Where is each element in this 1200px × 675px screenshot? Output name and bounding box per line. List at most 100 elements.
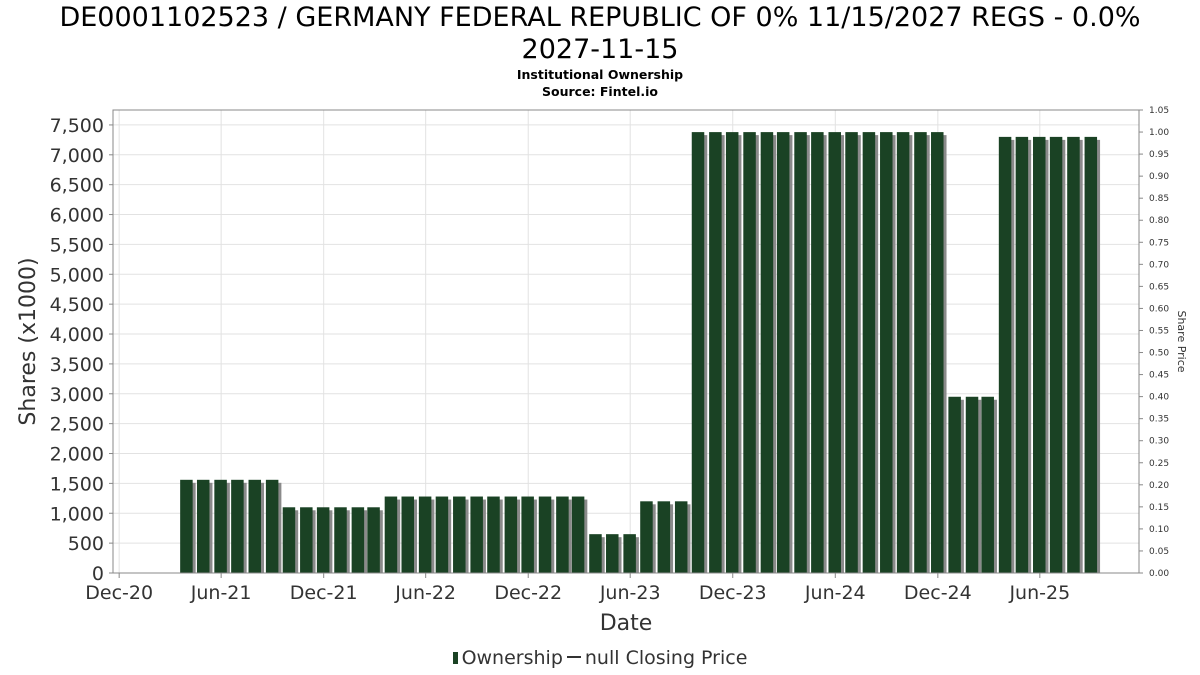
bar bbox=[265, 479, 279, 573]
y-tick-label: 4,500 bbox=[50, 294, 104, 316]
x-tick-label: Dec-20 bbox=[85, 582, 153, 604]
bar bbox=[231, 479, 244, 573]
y-axis-label: Shares (x1000) bbox=[16, 257, 41, 425]
y-tick-label: 0 bbox=[92, 563, 104, 585]
y-tick-label: 2,500 bbox=[50, 414, 104, 436]
bar bbox=[743, 132, 756, 573]
bar bbox=[896, 132, 910, 573]
bar bbox=[1084, 136, 1098, 574]
y2-tick-label: 1.05 bbox=[1149, 106, 1169, 116]
y2-axis-label: Share Price bbox=[1175, 310, 1188, 372]
y2-tick-label: 0.90 bbox=[1149, 172, 1169, 182]
y2-tick-label: 0.40 bbox=[1149, 393, 1169, 403]
bar bbox=[384, 496, 398, 573]
x-tick-label: Dec-21 bbox=[290, 582, 358, 604]
bar bbox=[538, 496, 552, 573]
bar bbox=[521, 496, 534, 573]
bar bbox=[657, 501, 671, 573]
y2-tick-label: 0.70 bbox=[1149, 260, 1169, 270]
bar bbox=[965, 396, 979, 573]
legend-ownership-label: Ownership bbox=[461, 647, 563, 669]
bar bbox=[623, 534, 636, 573]
chart-source: Source: Fintel.io bbox=[542, 84, 658, 99]
bar bbox=[1067, 136, 1080, 574]
bar bbox=[1033, 136, 1046, 574]
x-tick-label: Dec-22 bbox=[494, 582, 562, 604]
bar bbox=[811, 132, 824, 573]
bar bbox=[214, 479, 227, 573]
bar bbox=[691, 132, 705, 573]
bar bbox=[487, 496, 500, 573]
y2-tick-label: 0.60 bbox=[1149, 304, 1169, 314]
bar bbox=[282, 507, 296, 573]
x-tick-label: Jun-23 bbox=[599, 582, 661, 604]
bar bbox=[556, 496, 569, 573]
chart-legend: Ownership null Closing Price bbox=[0, 647, 1200, 669]
bar bbox=[606, 534, 619, 573]
bar bbox=[470, 496, 483, 573]
bar bbox=[674, 501, 688, 573]
bar bbox=[760, 132, 774, 573]
bar bbox=[828, 132, 841, 573]
y-tick-label: 5,000 bbox=[50, 264, 104, 286]
chart-subtitle: Institutional Ownership bbox=[516, 67, 684, 82]
y-tick-label: 4,000 bbox=[50, 324, 104, 346]
y-tick-label: 1,500 bbox=[50, 473, 104, 495]
bar bbox=[725, 132, 739, 573]
y-tick-label: 6,500 bbox=[50, 175, 104, 197]
bar bbox=[709, 132, 722, 573]
bar bbox=[180, 479, 193, 573]
bar bbox=[196, 479, 210, 573]
chart-title-line2: 2027-11-15 bbox=[521, 34, 679, 65]
y-tick-label: 3,000 bbox=[50, 384, 104, 406]
bar bbox=[1015, 136, 1029, 574]
bar bbox=[334, 507, 347, 573]
legend-closing-price-label: null Closing Price bbox=[584, 647, 748, 669]
y-tick-label: 3,500 bbox=[50, 354, 104, 376]
bar bbox=[367, 507, 380, 573]
y-tick-label: 1,000 bbox=[50, 503, 104, 525]
x-axis-label: Date bbox=[600, 611, 653, 636]
bar bbox=[435, 496, 449, 573]
bar bbox=[248, 479, 262, 573]
bar bbox=[845, 132, 858, 573]
y2-tick-label: 0.75 bbox=[1149, 238, 1169, 248]
bar bbox=[316, 507, 330, 573]
y2-tick-label: 0.25 bbox=[1149, 459, 1169, 469]
bar bbox=[571, 496, 585, 573]
y2-tick-label: 0.65 bbox=[1149, 282, 1169, 292]
y-tick-label: 5,500 bbox=[50, 234, 104, 256]
y2-tick-label: 1.00 bbox=[1149, 128, 1169, 138]
bar bbox=[640, 501, 653, 573]
legend-closing-price-swatch bbox=[566, 656, 581, 658]
x-tick-label: Jun-22 bbox=[394, 582, 456, 604]
y2-tick-label: 0.05 bbox=[1149, 547, 1169, 557]
bar bbox=[504, 496, 518, 573]
chart-title-line1: DE0001102523 / GERMANY FEDERAL REPUBLIC … bbox=[59, 2, 1141, 33]
plot-border bbox=[112, 109, 1140, 574]
bar bbox=[401, 496, 414, 573]
y2-tick-label: 0.30 bbox=[1149, 437, 1169, 447]
y-tick-label: 7,500 bbox=[50, 115, 104, 137]
bar bbox=[862, 132, 876, 573]
bar bbox=[794, 132, 807, 573]
bar bbox=[998, 136, 1012, 574]
x-tick-label: Jun-24 bbox=[804, 582, 866, 604]
y2-tick-label: 0.50 bbox=[1149, 349, 1169, 359]
y-tick-label: 2,000 bbox=[50, 444, 104, 466]
y2-tick-label: 0.85 bbox=[1149, 194, 1169, 204]
y2-tick-label: 0.80 bbox=[1149, 216, 1169, 226]
legend-ownership-swatch bbox=[452, 652, 458, 664]
x-tick-label: Dec-23 bbox=[699, 582, 767, 604]
x-tick-label: Jun-21 bbox=[190, 582, 252, 604]
y2-tick-label: 0.15 bbox=[1149, 503, 1169, 513]
bar bbox=[948, 396, 961, 573]
bar bbox=[880, 132, 893, 573]
bar bbox=[418, 496, 432, 573]
y2-tick-label: 0.55 bbox=[1149, 326, 1169, 336]
bar bbox=[981, 396, 994, 573]
bar bbox=[453, 496, 466, 573]
y-tick-label: 7,000 bbox=[50, 145, 104, 167]
bar bbox=[776, 132, 790, 573]
